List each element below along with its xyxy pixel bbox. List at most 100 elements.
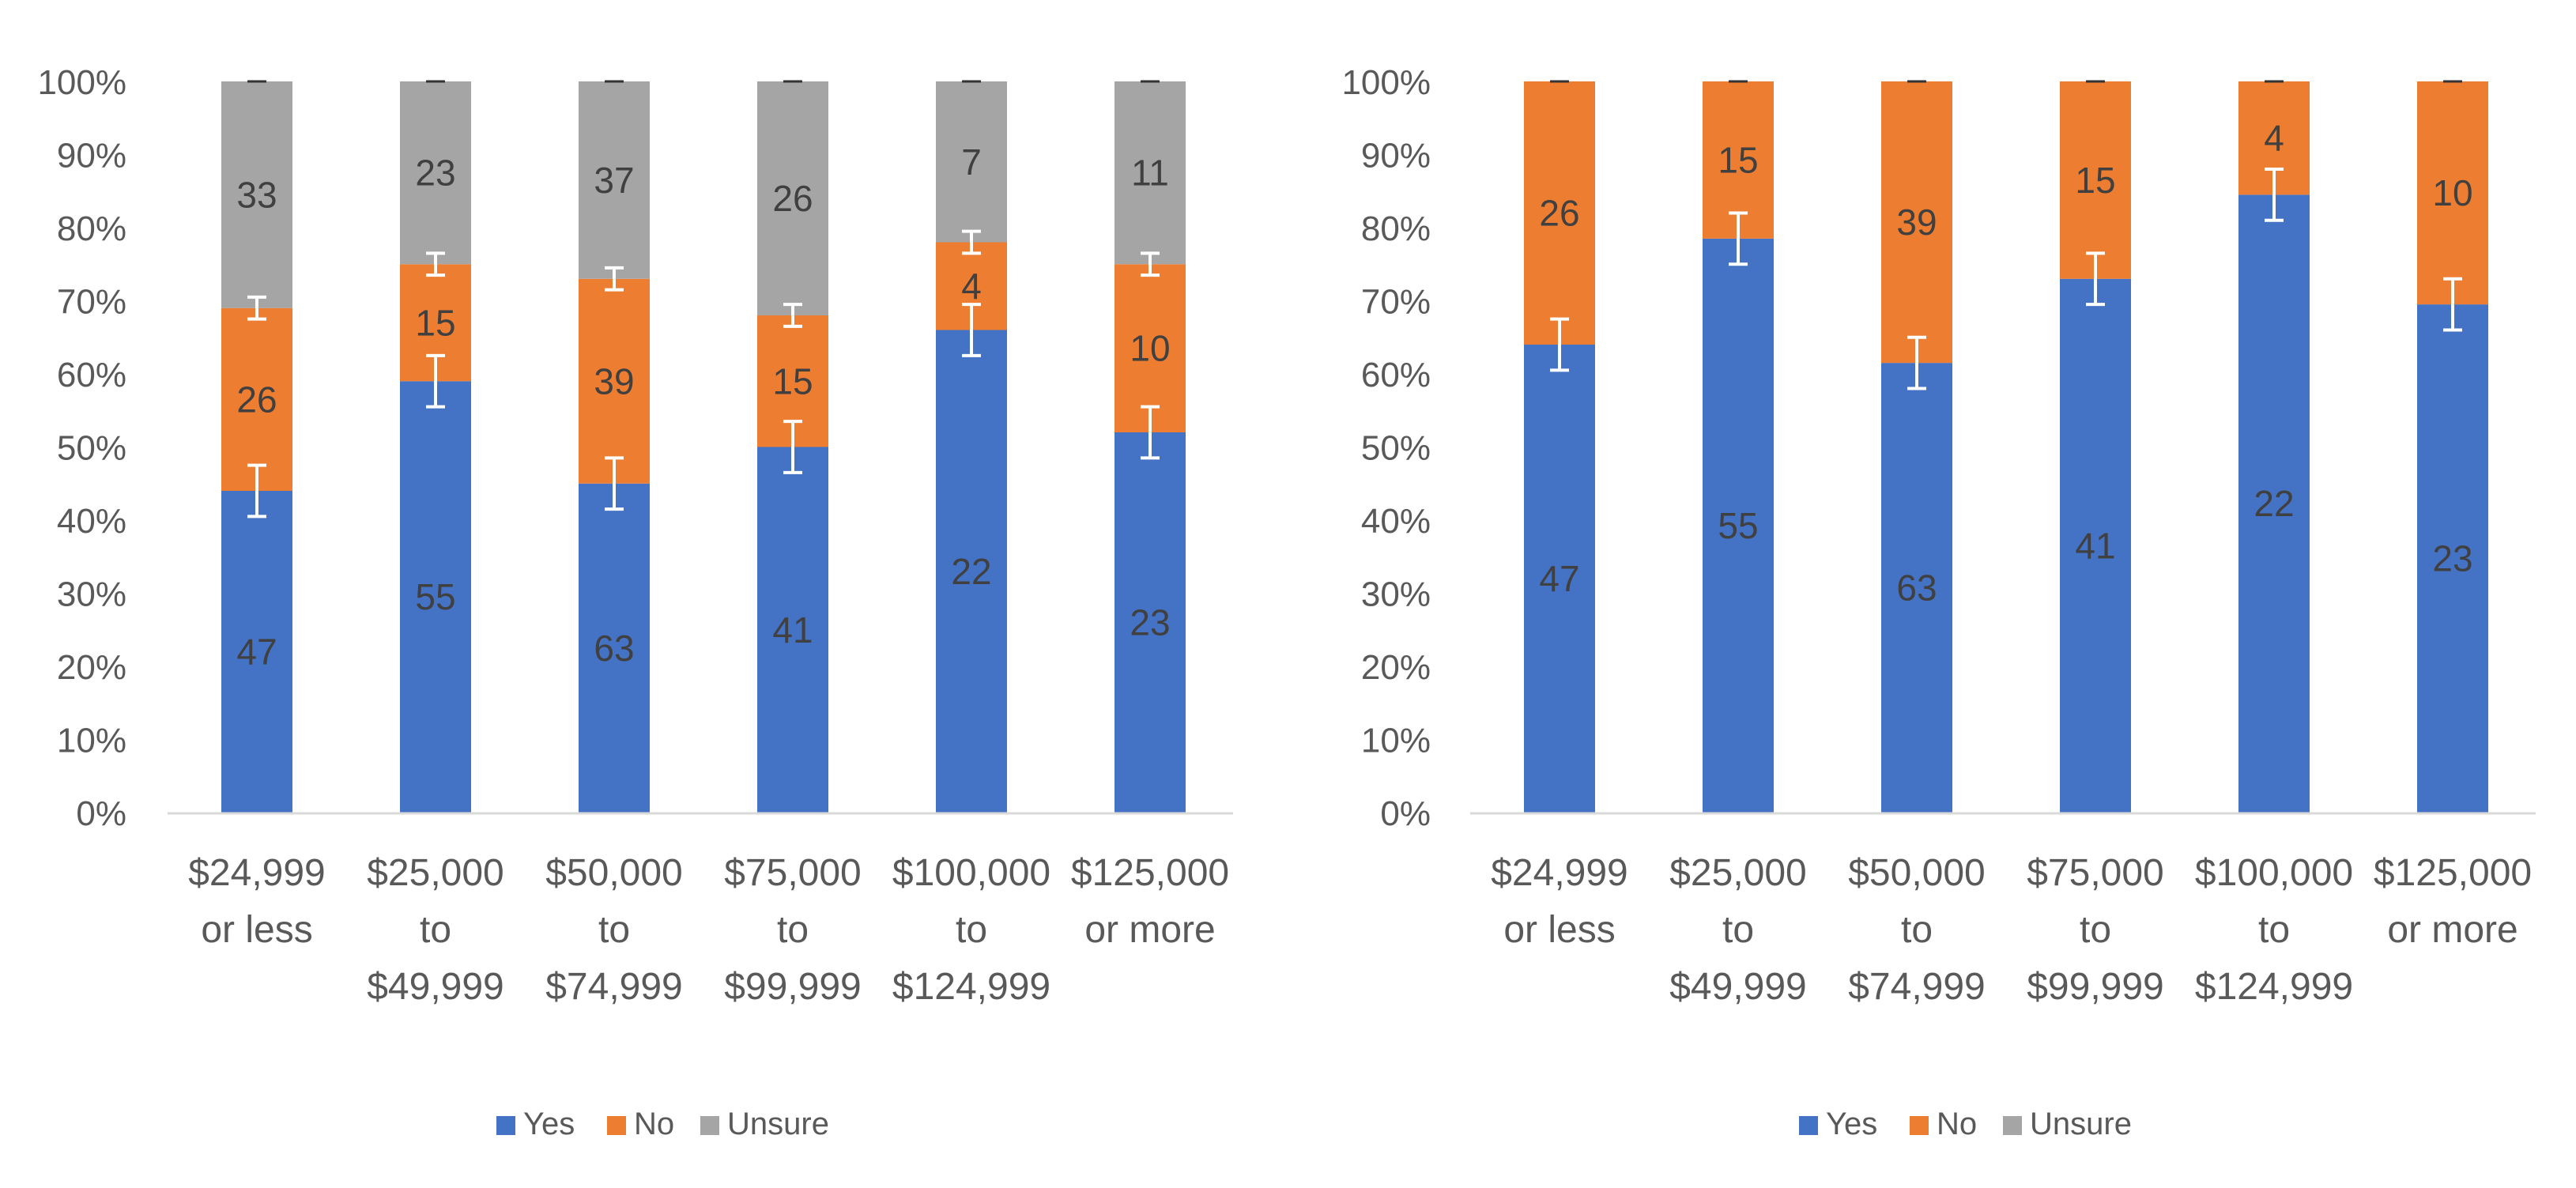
data-label-no: 26 [236,379,277,420]
x-tick-label: $24,999 [1491,852,1628,894]
legend-label-no: No [634,1107,674,1141]
legend-label-unsure: Unsure [727,1107,829,1141]
y-tick-label: 10% [1361,722,1431,760]
data-label-yes: 22 [951,551,991,592]
legend-swatch-unsure [2003,1116,2022,1135]
y-tick-label: 30% [1361,575,1431,614]
y-tick-label: 100% [1341,63,1431,102]
bar-yes [936,330,1007,813]
data-label-no: 39 [594,360,634,402]
bar-yes [1881,363,1952,813]
bar-unsure [757,81,828,315]
y-tick-label: 30% [57,575,126,614]
bar-yes [757,447,828,813]
x-tick-label: $99,999 [2027,966,2164,1008]
x-tick-label: to [2258,909,2290,951]
bar-yes [2060,278,2131,813]
data-label-no: 4 [961,266,982,307]
y-tick-label: 70% [57,283,126,322]
x-tick-label: or more [1084,909,1215,951]
y-tick-label: 80% [1361,209,1431,248]
bar-yes [579,483,650,813]
x-tick-label: $49,999 [367,966,504,1008]
data-label-no: 4 [2264,118,2284,159]
data-label-unsure: 37 [594,160,634,201]
data-label-no: 39 [1896,202,1937,243]
legend-swatch-yes [496,1116,515,1135]
y-tick-label: 20% [57,648,126,687]
legend-swatch-no [1910,1116,1929,1135]
bar-no [1115,264,1186,432]
data-label-unsure: 11 [1131,153,1169,194]
legend-label-yes: Yes [523,1107,575,1141]
data-label-yes: 41 [772,609,813,651]
data-label-no: 10 [2432,172,2472,213]
legend-label-no: No [1937,1107,1977,1141]
x-tick-label: $25,000 [1669,852,1807,894]
legend-label-yes: Yes [1826,1107,1877,1141]
y-tick-label: 40% [1361,502,1431,541]
x-tick-label: $74,999 [545,966,683,1008]
data-label-yes: 22 [2254,483,2294,524]
bar-yes [2417,304,2488,813]
data-label-unsure: 26 [772,178,813,219]
data-label-yes: 55 [1718,505,1758,546]
data-label-yes: 41 [2075,525,2115,566]
bar-unsure [400,81,471,265]
x-tick-label: $125,000 [2374,852,2532,894]
y-tick-label: 70% [1361,283,1431,322]
x-tick-label: to [1722,909,1754,951]
data-label-unsure: 7 [961,141,982,183]
bar-yes [2238,194,2310,813]
bar-unsure [1115,81,1186,265]
bar-yes [400,381,471,813]
y-tick-label: 90% [1361,137,1431,175]
data-label-no: 15 [415,302,455,343]
x-tick-label: $99,999 [724,966,862,1008]
x-tick-label: $124,999 [892,966,1050,1008]
x-tick-label: to [2080,909,2111,951]
bar-no [1524,81,1595,345]
y-tick-label: 10% [57,722,126,760]
x-tick-label: or more [2387,909,2518,951]
chart-1: 0%10%20%30%40%50%60%70%80%90%100%472633$… [37,63,1233,1141]
y-tick-label: 100% [37,63,126,102]
x-tick-label: $50,000 [545,852,683,894]
bar-no [221,307,292,491]
x-tick-label: to [956,909,987,951]
bar-unsure [579,81,650,279]
bar-yes [221,491,292,813]
data-label-no: 26 [1539,193,1579,234]
data-label-yes: 63 [1896,568,1937,609]
x-tick-label: $100,000 [892,852,1050,894]
y-tick-label: 20% [1361,648,1431,687]
bar-yes [1115,432,1186,813]
data-label-unsure: 23 [415,153,455,194]
y-tick-label: 0% [76,794,126,833]
data-label-yes: 23 [2432,538,2472,579]
bar-unsure [221,81,292,308]
chart-2: 0% 10% 20% 30% 40% 50% 60% 70% 80% 90% 100% 47 26 $24… [1341,63,2536,1141]
x-tick-label: to [420,909,451,951]
y-tick-label: 0% [1380,794,1431,833]
x-tick-label: or less [201,909,312,951]
bar-yes [1703,238,1774,813]
data-label-yes: 23 [1130,602,1170,643]
x-tick-label: $124,999 [2195,966,2353,1008]
data-label-no: 10 [1130,328,1170,369]
data-label-no: 15 [2075,160,2115,201]
x-tick-label: $75,000 [724,852,862,894]
x-tick-label: $125,000 [1071,852,1229,894]
x-tick-label: $75,000 [2027,852,2164,894]
y-tick-label: 40% [57,502,126,541]
y-tick-label: 50% [1361,429,1431,468]
y-tick-label: 80% [57,209,126,248]
data-label-no: 15 [772,360,813,402]
x-tick-label: $25,000 [367,852,504,894]
data-label-yes: 55 [415,576,455,617]
y-tick-label: 90% [57,137,126,175]
x-tick-label: to [598,909,630,951]
bar-no [2417,81,2488,305]
y-tick-label: 50% [57,429,126,468]
